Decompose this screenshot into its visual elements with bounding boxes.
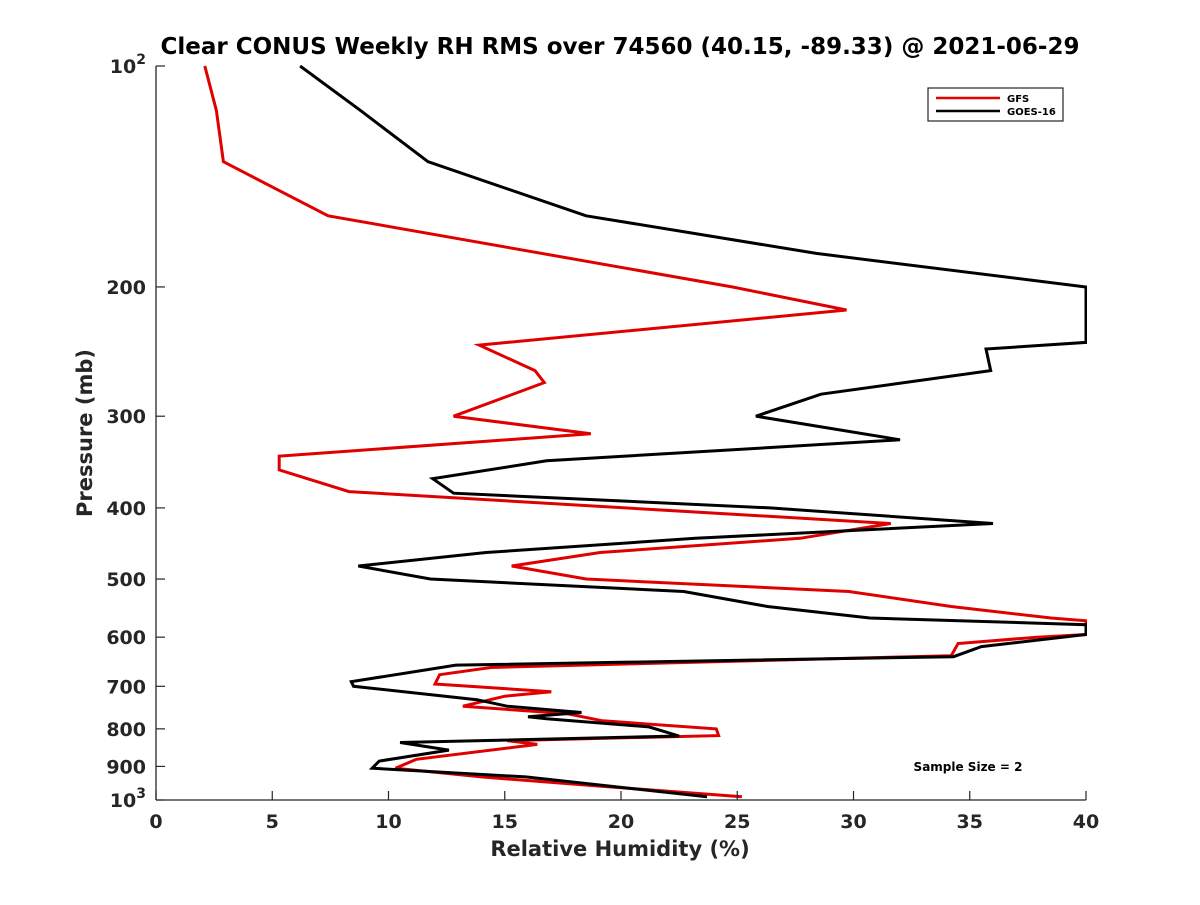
- legend-box: [927, 87, 1064, 122]
- axes-layer: 0 5 10 15 20 25 30 35 40 102 200 300 400 500 600 700 800…: [106, 52, 1099, 833]
- y-tick-label: 800: [106, 719, 146, 741]
- x-tick-label: 5: [266, 811, 279, 833]
- x-axis-label: Relative Humidity (%): [490, 837, 749, 861]
- series-layer: [203, 65, 1087, 799]
- y-tick-label: 600: [106, 627, 146, 649]
- x-tick-label: 35: [957, 811, 983, 833]
- y-tick-label: 400: [106, 498, 146, 520]
- y-tick-label: 103: [110, 786, 146, 812]
- x-tick-label: 10: [375, 811, 401, 833]
- plot-area: [156, 66, 1086, 800]
- y-tick-label: 500: [106, 569, 146, 591]
- y-tick-label: 300: [106, 406, 146, 428]
- x-tick-label: 25: [724, 811, 750, 833]
- y-axis-label: Pressure (mb): [73, 349, 97, 517]
- chart-title: Clear CONUS Weekly RH RMS over 74560 (40…: [161, 34, 1080, 60]
- x-tick-label: 40: [1073, 811, 1099, 833]
- x-tick-label: 0: [149, 811, 162, 833]
- series-line-gfs: [203, 65, 1087, 799]
- y-tick-label: 900: [106, 756, 146, 778]
- sample-size-annotation: Sample Size = 2: [914, 760, 1023, 774]
- y-tick-label: 200: [106, 277, 146, 299]
- legend: GFS GOES-16: [927, 87, 1064, 122]
- series-line-goes-16: [299, 65, 1087, 799]
- y-tick-label: 700: [106, 676, 146, 698]
- legend-label: GOES-16: [1007, 107, 1056, 118]
- y-tick-label: 102: [110, 52, 146, 78]
- x-tick-label: 20: [608, 811, 634, 833]
- x-tick-label: 15: [492, 811, 518, 833]
- x-tick-label: 30: [840, 811, 866, 833]
- legend-label: GFS: [1007, 94, 1029, 105]
